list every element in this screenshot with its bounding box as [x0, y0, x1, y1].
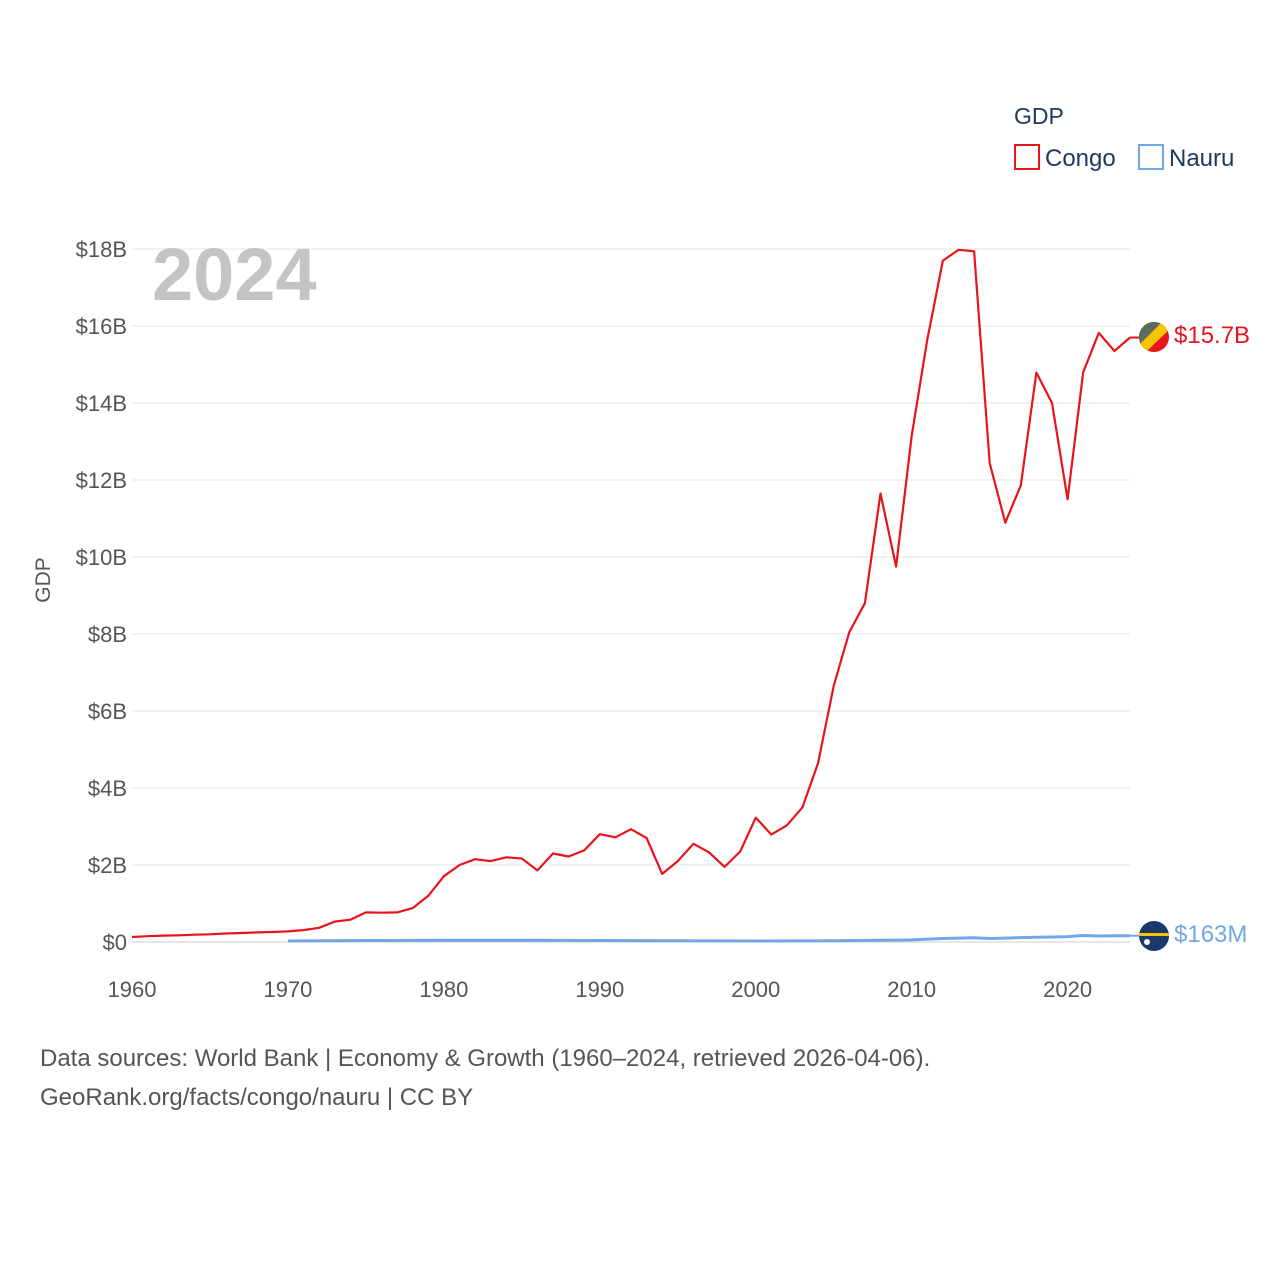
y-axis-title: GDP — [32, 557, 55, 603]
legend-swatch-congo[interactable] — [1014, 144, 1040, 170]
x-tick-label: 1970 — [263, 977, 312, 1002]
x-tick-label: 2010 — [887, 977, 936, 1002]
series-line-nauru[interactable] — [287, 934, 1131, 943]
year-label: 2024 — [152, 233, 317, 316]
x-tick-label: 1960 — [108, 977, 157, 1002]
source-line-2: GeoRank.org/facts/congo/nauru | CC BY — [40, 1084, 474, 1111]
source-line-1: Data sources: World Bank | Economy & Gro… — [40, 1045, 931, 1072]
y-tick-label: $18B — [76, 237, 127, 262]
y-tick-label: $12B — [76, 468, 127, 493]
series-line-congo[interactable] — [131, 248, 1131, 939]
y-tick-label: $2B — [88, 853, 127, 878]
congo-end-value: $15.7B — [1174, 322, 1250, 349]
x-tick-label: 2000 — [731, 977, 780, 1002]
nauru-flag-icon — [1139, 921, 1169, 951]
grid-lines — [132, 248, 1130, 943]
series-lines — [131, 248, 1139, 943]
y-tick-label: $14B — [76, 391, 127, 416]
legend-label-nauru[interactable]: Nauru — [1169, 145, 1234, 172]
y-tick-label: $4B — [88, 776, 127, 801]
x-tick-label: 1980 — [419, 977, 468, 1002]
y-tick-label: $16B — [76, 314, 127, 339]
y-axis-ticks: $0 $2B $4B $6B $8B $10B $12B $14B $16B $18B — [76, 237, 127, 955]
y-tick-label: $10B — [76, 545, 127, 570]
x-axis-ticks: 1960 1970 1980 1990 2000 2010 2020 — [108, 977, 1093, 1002]
y-tick-label: $6B — [88, 699, 127, 724]
y-tick-label: $0 — [103, 930, 127, 955]
legend: GDP Congo Nauru — [1014, 103, 1234, 172]
legend-label-congo[interactable]: Congo — [1045, 145, 1116, 172]
y-tick-label: $8B — [88, 622, 127, 647]
nauru-end-value: $163M — [1174, 921, 1247, 948]
x-tick-label: 2020 — [1043, 977, 1092, 1002]
legend-title: GDP — [1014, 103, 1064, 129]
x-tick-label: 1990 — [575, 977, 624, 1002]
congo-flag-icon — [1139, 322, 1169, 352]
legend-swatch-nauru[interactable] — [1138, 144, 1164, 170]
